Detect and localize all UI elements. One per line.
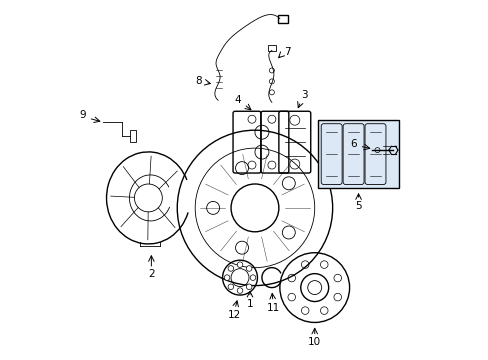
Circle shape: [227, 266, 233, 271]
Circle shape: [269, 90, 274, 95]
Text: 11: 11: [267, 302, 280, 312]
Text: 4: 4: [234, 95, 241, 105]
Text: 2: 2: [148, 269, 154, 279]
Circle shape: [237, 288, 243, 293]
Text: 10: 10: [307, 337, 321, 347]
Circle shape: [224, 275, 229, 280]
Circle shape: [269, 79, 274, 84]
Circle shape: [246, 266, 251, 271]
Circle shape: [237, 262, 243, 267]
Bar: [317, 120, 399, 188]
Text: 5: 5: [354, 201, 361, 211]
Circle shape: [250, 275, 255, 280]
Text: 12: 12: [227, 310, 240, 320]
Bar: [277, 15, 287, 23]
Text: 9: 9: [79, 110, 86, 120]
Text: 8: 8: [195, 76, 201, 86]
Text: 6: 6: [349, 139, 356, 149]
Circle shape: [269, 68, 274, 73]
Circle shape: [227, 284, 233, 289]
Text: 7: 7: [284, 48, 290, 58]
Circle shape: [246, 284, 251, 289]
Text: 1: 1: [246, 298, 253, 309]
Text: 3: 3: [301, 90, 307, 100]
Bar: [267, 45, 275, 50]
Bar: [130, 130, 136, 142]
